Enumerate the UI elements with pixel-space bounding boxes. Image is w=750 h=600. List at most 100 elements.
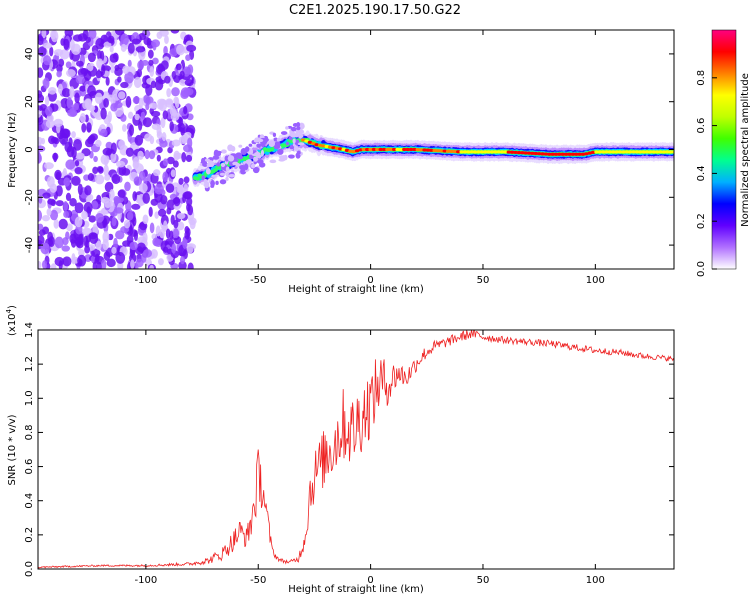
noise-blob	[63, 201, 68, 211]
ridge-core-mark	[651, 150, 656, 154]
ridge-core-mark	[533, 151, 538, 156]
snr-y-ticks: 0.0 0.2 0.4 0.6 0.8 1.0 1.2 1.4	[24, 322, 674, 577]
ridge-halo-point	[256, 143, 262, 148]
noise-blob	[45, 106, 53, 117]
noise-blob	[65, 231, 70, 240]
colorbar-label: Normalized spectral amplitude	[740, 73, 750, 227]
noise-blob	[100, 259, 107, 269]
noise-blob	[164, 75, 171, 84]
ridge-halo-point	[240, 168, 246, 173]
noise-blob	[71, 131, 76, 139]
noise-blob	[38, 35, 44, 46]
ridge-halo-point	[253, 156, 258, 162]
noise-blob	[38, 67, 44, 78]
noise-blob	[149, 66, 155, 77]
snr-y-tick-label: 0.4	[24, 493, 35, 509]
ridge-halo-point	[219, 172, 226, 176]
noise-blob	[74, 152, 85, 160]
noise-blob	[95, 70, 102, 79]
ridge-core-mark	[536, 152, 542, 156]
ridge-halo-point	[256, 159, 264, 164]
noise-blob	[103, 97, 109, 108]
noise-blob	[54, 256, 65, 267]
noise-blob	[172, 228, 180, 239]
ridge-halo-point	[272, 132, 277, 137]
noise-blob	[169, 48, 178, 57]
noise-blob	[117, 189, 126, 198]
ridge-core-mark	[476, 150, 481, 154]
noise-blob	[102, 147, 113, 156]
ridge-core-mark	[520, 151, 525, 155]
noise-blob	[142, 117, 153, 128]
noise-blob	[78, 248, 85, 257]
noise-blob	[69, 197, 77, 207]
ridge-core-mark	[580, 152, 586, 156]
noise-blob	[81, 123, 87, 133]
noise-blob	[81, 210, 88, 220]
ridge-core-mark	[671, 150, 674, 154]
ridge-core-mark	[466, 150, 471, 154]
noise-blob	[85, 195, 91, 203]
ridge-halo-point	[232, 161, 239, 166]
ridge-halo-point	[201, 175, 206, 180]
noise-blob	[82, 227, 92, 236]
noise-blob	[54, 169, 62, 180]
ridge-halo-point	[221, 149, 227, 154]
noise-blob	[49, 209, 59, 221]
ridge-core-mark	[654, 150, 660, 154]
noise-blob	[55, 200, 64, 207]
ridge-halo-point	[202, 162, 208, 167]
ridge-halo-point	[220, 162, 226, 168]
noise-blob	[62, 256, 72, 267]
ridge-core-mark	[563, 152, 569, 156]
noise-blob	[156, 131, 163, 139]
noise-blob	[120, 81, 129, 89]
ridge-halo-point	[225, 166, 230, 172]
ridge-core-mark	[489, 150, 495, 154]
noise-blob	[168, 230, 174, 240]
noise-blob	[59, 128, 70, 139]
noise-blob	[53, 152, 58, 163]
ridge-core-mark	[351, 149, 356, 154]
ridge-core-mark	[601, 150, 606, 154]
ridge-core-mark	[365, 147, 370, 152]
noise-blob	[187, 262, 194, 269]
noise-blob	[162, 158, 169, 166]
ridge-core-mark	[398, 147, 404, 152]
ridge-halo-point	[228, 173, 236, 178]
noise-blob	[148, 102, 158, 109]
noise-blob	[113, 237, 118, 250]
noise-blob	[129, 241, 139, 251]
noise-blob	[173, 152, 184, 159]
noise-blob	[47, 198, 56, 205]
snr-x-tick-label: 50	[477, 575, 490, 586]
noise-blob	[84, 245, 91, 254]
ridge-core-mark	[638, 150, 643, 154]
noise-blob	[40, 242, 50, 249]
spectrogram-marks	[38, 30, 674, 269]
snr-x-ticks: -100 -50 0 50 100	[135, 330, 605, 586]
noise-blob	[44, 95, 50, 106]
ridge-halo-point	[295, 139, 300, 146]
ridge-core-mark	[641, 150, 646, 154]
snr-x-tick-label: -100	[135, 575, 158, 586]
spectrogram-y-tick-label: -20	[24, 189, 35, 205]
ridge-core-mark	[375, 147, 380, 152]
noise-blob	[132, 216, 137, 227]
noise-blob	[87, 173, 95, 182]
ridge-halo-point	[296, 126, 301, 131]
colorbar-tick-label: 0.6	[696, 118, 707, 134]
ridge-halo-point	[257, 138, 264, 143]
noise-blob	[104, 174, 111, 181]
ridge-halo-point	[227, 155, 235, 162]
noise-blob	[43, 55, 52, 66]
noise-blob	[160, 60, 169, 70]
noise-blob	[93, 155, 98, 163]
noise-blob	[48, 87, 57, 95]
noise-blob	[53, 137, 60, 145]
ridge-halo-point	[215, 180, 219, 186]
noise-blob	[134, 113, 140, 121]
noise-blob	[103, 41, 112, 48]
noise-blob	[84, 185, 92, 196]
ridge-core-mark	[590, 150, 596, 154]
